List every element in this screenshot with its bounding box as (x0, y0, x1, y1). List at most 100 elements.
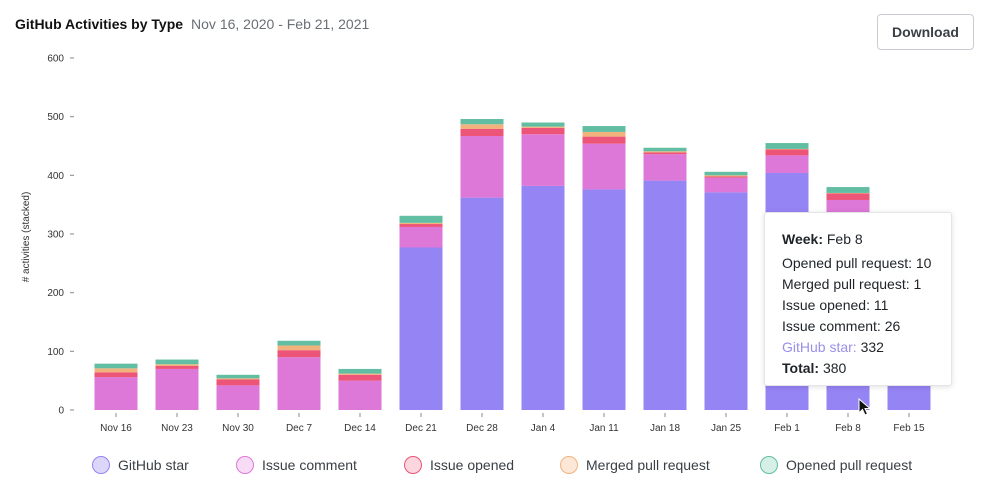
bar-segment-issue-comment[interactable] (399, 226, 443, 248)
bar-segment-merged-pull-request[interactable] (338, 373, 382, 375)
bar-segment-github-star[interactable] (643, 180, 687, 410)
bar-segment-opened-pull-request[interactable] (765, 143, 809, 149)
github-star-swatch-icon (92, 456, 110, 474)
bar-segment-opened-pull-request[interactable] (704, 171, 748, 176)
bar-segment-github-star[interactable] (399, 247, 443, 410)
tooltip-issue-opened-label: Issue opened: (782, 297, 870, 313)
bar-segment-merged-pull-request[interactable] (704, 175, 748, 177)
merged-pull-request-swatch-icon (560, 456, 578, 474)
x-tick-label: Nov 30 (222, 423, 254, 434)
bar-stack[interactable] (399, 215, 443, 410)
tooltip-github-star-value: 332 (860, 339, 884, 355)
legend-label: Issue comment (262, 457, 357, 473)
x-tick-label: Feb 1 (774, 423, 800, 434)
bar-segment-issue-comment[interactable] (338, 380, 382, 410)
bar-segment-issue-opened[interactable] (155, 366, 199, 369)
bar-segment-issue-opened[interactable] (338, 374, 382, 381)
bar-segment-github-star[interactable] (704, 192, 748, 410)
issue-comment-swatch-icon (236, 456, 254, 474)
x-tick-label: Jan 11 (589, 423, 619, 434)
y-axis: 0 100 200 300 400 500 600 (47, 54, 74, 417)
tooltip-merged-pr-row: Merged pull request: 1 (782, 274, 935, 295)
bar-segment-github-star[interactable] (582, 189, 626, 410)
bar-segment-issue-opened[interactable] (826, 193, 870, 200)
y-tick-label: 300 (47, 230, 64, 241)
bar-segment-merged-pull-request[interactable] (582, 131, 626, 137)
bar-segment-opened-pull-request[interactable] (826, 187, 870, 193)
bar-segment-opened-pull-request[interactable] (94, 363, 138, 369)
x-tick-label: Feb 15 (893, 423, 925, 434)
bar-segment-issue-comment[interactable] (216, 385, 260, 410)
bar-segment-issue-opened[interactable] (460, 128, 504, 137)
tooltip-total-value: 380 (822, 360, 847, 376)
bar-segment-issue-comment[interactable] (277, 357, 321, 410)
bar-segment-issue-comment[interactable] (826, 199, 870, 216)
bar-segment-opened-pull-request[interactable] (338, 368, 382, 374)
tooltip-issue-opened-row: Issue opened: 11 (782, 295, 935, 316)
y-tick-label: 200 (47, 288, 64, 299)
legend-item-github-star[interactable]: GitHub star (92, 456, 189, 474)
bar-stack[interactable] (643, 147, 687, 410)
bar-segment-merged-pull-request[interactable] (521, 126, 565, 128)
bar-segment-issue-opened[interactable] (216, 379, 260, 386)
bar-segment-opened-pull-request[interactable] (460, 119, 504, 125)
bar-stack[interactable] (460, 119, 504, 410)
download-button[interactable]: Download (877, 14, 974, 50)
bar-segment-issue-comment[interactable] (704, 177, 748, 193)
bar-segment-merged-pull-request[interactable] (460, 124, 504, 129)
bar-segment-merged-pull-request[interactable] (277, 345, 321, 351)
y-tick-label: 100 (47, 347, 64, 358)
tooltip-opened-pr-label: Opened pull request: (782, 255, 912, 271)
x-tick-label: Feb 8 (835, 423, 861, 434)
bar-segment-merged-pull-request[interactable] (765, 148, 809, 150)
opened-pull-request-swatch-icon (760, 456, 778, 474)
bar-segment-issue-opened[interactable] (765, 149, 809, 156)
bar-stack[interactable] (94, 363, 138, 410)
bar-segment-issue-comment[interactable] (460, 136, 504, 198)
legend-item-opened-pull-request[interactable]: Opened pull request (760, 456, 912, 474)
bar-stack[interactable] (155, 359, 199, 410)
bar-segment-issue-comment[interactable] (155, 368, 199, 410)
legend-item-merged-pull-request[interactable]: Merged pull request (560, 456, 710, 474)
bar-stack[interactable] (582, 126, 626, 410)
legend-item-issue-opened[interactable]: Issue opened (404, 456, 514, 474)
bar-segment-opened-pull-request[interactable] (399, 215, 443, 223)
bar-segment-merged-pull-request[interactable] (826, 192, 870, 194)
bar-segment-merged-pull-request[interactable] (399, 222, 443, 225)
bar-segment-issue-opened[interactable] (399, 224, 443, 227)
bar-segment-issue-opened[interactable] (521, 127, 565, 135)
bar-segment-merged-pull-request[interactable] (216, 378, 260, 380)
bar-segment-issue-opened[interactable] (643, 152, 687, 155)
x-tick-label: Jan 4 (531, 423, 556, 434)
bar-segment-opened-pull-request[interactable] (216, 374, 260, 379)
bar-stack[interactable] (521, 122, 565, 410)
y-tick-label: 500 (47, 112, 64, 123)
bar-segment-issue-opened[interactable] (704, 176, 748, 178)
bar-segment-issue-comment[interactable] (94, 377, 138, 410)
bar-segment-issue-opened[interactable] (582, 136, 626, 144)
bar-segment-issue-comment[interactable] (643, 154, 687, 181)
tooltip-merged-pr-label: Merged pull request: (782, 276, 910, 292)
legend-item-issue-comment[interactable]: Issue comment (236, 456, 357, 474)
bar-segment-issue-comment[interactable] (521, 134, 565, 186)
bar-stack[interactable] (277, 340, 321, 410)
bar-segment-merged-pull-request[interactable] (155, 364, 199, 366)
bar-segment-opened-pull-request[interactable] (155, 359, 199, 365)
bar-stack[interactable] (216, 374, 260, 410)
bar-stack[interactable] (704, 171, 748, 410)
bar-segment-issue-opened[interactable] (94, 372, 138, 378)
bar-segment-opened-pull-request[interactable] (277, 340, 321, 346)
bar-segment-issue-comment[interactable] (582, 143, 626, 190)
bar-segment-merged-pull-request[interactable] (94, 368, 138, 373)
bar-segment-github-star[interactable] (521, 185, 565, 410)
bar-segment-opened-pull-request[interactable] (521, 122, 565, 127)
bar-segment-opened-pull-request[interactable] (643, 147, 687, 152)
bar-stack[interactable] (338, 368, 382, 410)
bar-segment-github-star[interactable] (460, 197, 504, 410)
bar-segment-issue-comment[interactable] (765, 155, 809, 173)
bar-segment-opened-pull-request[interactable] (582, 126, 626, 132)
x-tick-label: Nov 16 (100, 423, 132, 434)
bar-segment-merged-pull-request[interactable] (643, 151, 687, 153)
bar-segment-issue-opened[interactable] (277, 350, 321, 358)
x-tick-label: Nov 23 (161, 423, 193, 434)
